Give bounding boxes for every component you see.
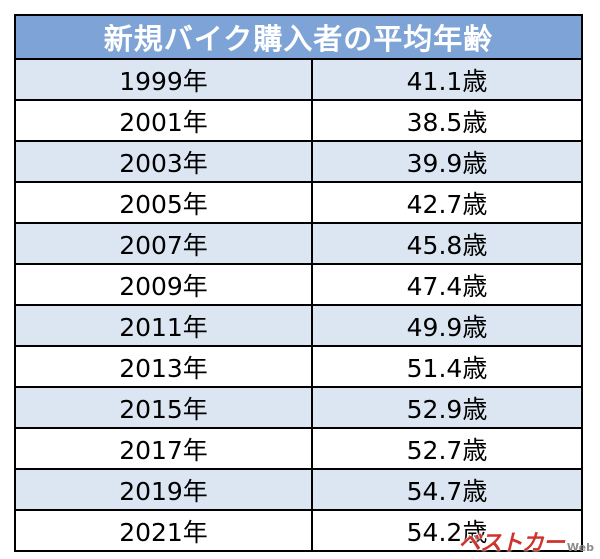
table-row: 2015年 52.9歳 bbox=[16, 386, 581, 427]
age-cell: 51.4歳 bbox=[406, 353, 488, 383]
table-row: 2021年 54.2歳 bbox=[16, 509, 581, 550]
table-row: 2011年 49.9歳 bbox=[16, 304, 581, 345]
table-row: 2019年 54.7歳 bbox=[16, 468, 581, 509]
year-cell: 2005年 bbox=[16, 183, 313, 222]
age-cell: 47.4歳 bbox=[406, 271, 488, 301]
year-cell: 2013年 bbox=[16, 347, 313, 386]
year-cell: 2007年 bbox=[16, 224, 313, 263]
year-cell: 2015年 bbox=[16, 388, 313, 427]
table-row: 2001年 38.5歳 bbox=[16, 99, 581, 140]
year-cell: 1999年 bbox=[16, 60, 313, 99]
watermark: ベストカー Web bbox=[458, 525, 594, 557]
year-cell: 2021年 bbox=[16, 511, 313, 550]
table-row: 2005年 42.7歳 bbox=[16, 181, 581, 222]
age-cell: 54.7歳 bbox=[406, 476, 488, 506]
age-cell: 52.7歳 bbox=[406, 435, 488, 465]
year-cell: 2009年 bbox=[16, 265, 313, 304]
age-cell: 52.9歳 bbox=[406, 394, 488, 424]
table-title: 新規バイク購入者の平均年齢 bbox=[16, 16, 581, 60]
age-cell: 42.7歳 bbox=[406, 189, 488, 219]
watermark-logo: ベストカー bbox=[458, 531, 564, 556]
table-row: 2003年 39.9歳 bbox=[16, 140, 581, 181]
year-cell: 2017年 bbox=[16, 429, 313, 468]
age-cell: 45.8歳 bbox=[406, 230, 488, 260]
table-row: 2009年 47.4歳 bbox=[16, 263, 581, 304]
table-row: 2017年 52.7歳 bbox=[16, 427, 581, 468]
table-row: 2013年 51.4歳 bbox=[16, 345, 581, 386]
age-cell: 41.1歳 bbox=[406, 66, 488, 96]
age-cell: 38.5歳 bbox=[406, 107, 488, 137]
table-body: 1999年 41.1歳 2001年 38.5歳 2003年 39.9歳 2005年 42.7歳… bbox=[16, 60, 581, 550]
year-cell: 2019年 bbox=[16, 470, 313, 509]
table-row: 1999年 41.1歳 bbox=[16, 60, 581, 99]
age-cell: 49.9歳 bbox=[406, 312, 488, 342]
age-cell: 54.2歳 bbox=[406, 517, 488, 547]
year-cell: 2011年 bbox=[16, 306, 313, 345]
year-cell: 2001年 bbox=[16, 101, 313, 140]
age-cell: 39.9歳 bbox=[406, 148, 488, 178]
table-row: 2007年 45.8歳 bbox=[16, 222, 581, 263]
year-cell: 2003年 bbox=[16, 142, 313, 181]
average-age-table: 新規バイク購入者の平均年齢 1999年 41.1歳 2001年 38.5歳 2003年 3… bbox=[14, 14, 583, 552]
watermark-suffix: Web bbox=[566, 541, 594, 554]
